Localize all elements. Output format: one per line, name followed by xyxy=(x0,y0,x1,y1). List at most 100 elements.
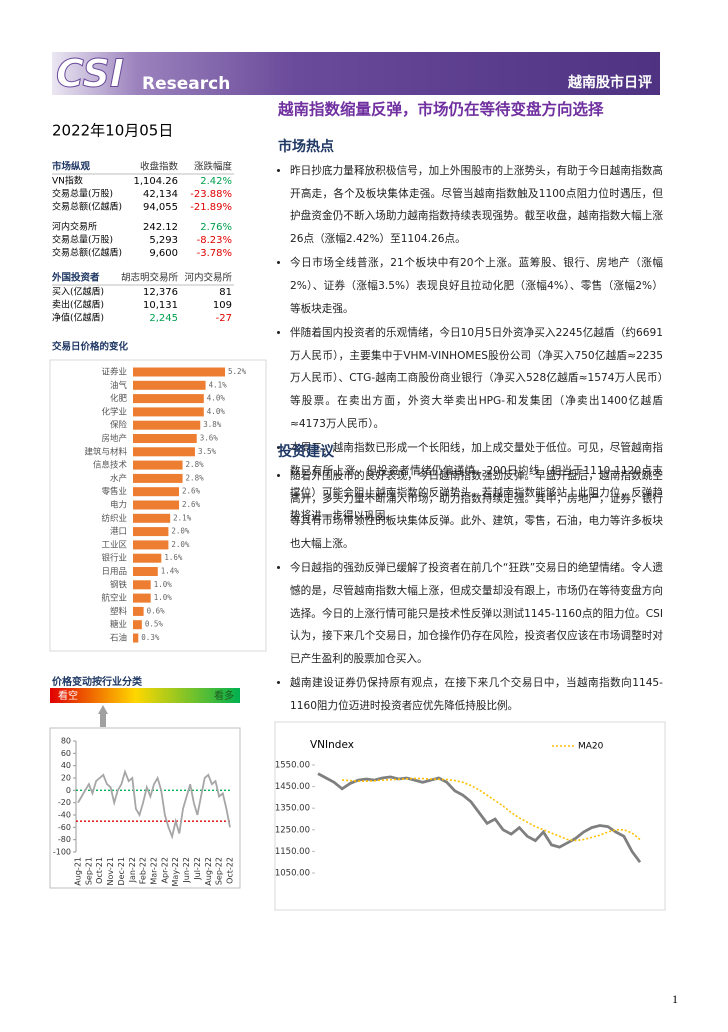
y-tick-label: 20 xyxy=(61,774,71,783)
category-label: 电力 xyxy=(110,500,127,511)
x-tick-label: Aug-21 xyxy=(74,857,83,886)
bar xyxy=(133,394,204,404)
value-label: 3.5% xyxy=(198,447,217,456)
table-cell: 12,376 xyxy=(143,287,178,298)
page-number: 1 xyxy=(672,992,678,1006)
x-tick-label: Dec-21 xyxy=(117,857,126,886)
section-heading: 市场热点 xyxy=(278,139,334,155)
table-cell: 交易总额(亿越盾) xyxy=(52,247,122,259)
x-tick-label: Nov-21 xyxy=(106,857,115,885)
report-date: 2022年10月05日 xyxy=(52,122,173,140)
value-label: 2.1% xyxy=(173,513,192,522)
category-label: 港口 xyxy=(110,526,127,537)
bar xyxy=(133,460,183,470)
category-label: 房地产 xyxy=(101,433,127,444)
table-cell: 河内交易所 xyxy=(52,221,97,233)
category-label: 航空业 xyxy=(101,593,127,604)
value-label: 0.5% xyxy=(145,620,164,629)
table-cell: -3.78% xyxy=(197,248,232,259)
y-tick-label: -80 xyxy=(58,835,71,844)
y-tick-label: 0 xyxy=(66,786,71,795)
chart-title: VNIndex xyxy=(310,739,354,751)
table-header: 河内交易所 xyxy=(184,272,232,284)
x-tick-label: Oct-22 xyxy=(226,857,235,884)
sentiment-gauge xyxy=(50,688,240,703)
x-tick-label: Jul-22 xyxy=(193,857,202,881)
table-cell: 净值(亿越盾) xyxy=(52,312,104,324)
table-header: 收盘指数 xyxy=(140,161,179,173)
report-title: 越南指数缩量反弹，市场仍在等待变盘方向选择 xyxy=(277,100,604,119)
chart-title: 交易日价格的变化 xyxy=(52,341,129,353)
x-tick-label: Aug-22 xyxy=(204,857,213,886)
category-label: 日用品 xyxy=(101,567,127,577)
hotspot-list: 昨日抄底力量释放积极信号，加上外围股市的上涨势头，有助于今日越南指数高开高走，各… xyxy=(278,160,663,528)
table-cell: 10,131 xyxy=(143,300,178,311)
y-tick-label: 1050.00 xyxy=(275,869,310,879)
y-tick-label: 40 xyxy=(61,761,71,770)
y-tick-label: 60 xyxy=(61,749,71,758)
y-tick-label: 1250.00 xyxy=(275,825,310,835)
table-cell: 109 xyxy=(213,300,232,311)
bar xyxy=(133,434,197,443)
category-label: 水产 xyxy=(110,473,127,484)
value-label: 0.3% xyxy=(141,633,160,642)
value-label: 4.1% xyxy=(209,380,228,389)
bar xyxy=(133,633,139,643)
bullet: 越南建设证券仍保持原有观点，在接下来几个交易日中，当越南指数向1145-1160… xyxy=(290,672,663,717)
category-label: 信息技术 xyxy=(93,460,128,471)
bullet: 随着外围股市的良好表现，今日越南指数强劲反弹。早盘开盘后，越南指数跳空高开，多头… xyxy=(290,465,663,555)
y-tick-label: -60 xyxy=(58,823,71,832)
value-label: 3.6% xyxy=(200,434,219,443)
hotspot-section: 市场热点 昨日抄底力量释放积极信号，加上外围股市的上涨势头，有助于今日越南指数高… xyxy=(278,136,663,530)
gauge-needle xyxy=(98,705,108,727)
logo: CSI xyxy=(56,52,124,96)
table-cell: -21.89% xyxy=(190,202,232,213)
line-series xyxy=(77,769,231,840)
x-tick-label: Jan-22 xyxy=(128,857,137,883)
category-label: 油气 xyxy=(110,380,128,391)
value-label: 0.6% xyxy=(147,606,166,615)
x-tick-label: Mar-22 xyxy=(150,857,159,885)
category-label: 纺织业 xyxy=(101,513,127,524)
bar xyxy=(133,473,183,483)
value-label: 1.0% xyxy=(154,593,173,602)
table-cell: 242.12 xyxy=(143,222,178,233)
table-cell: 2.76% xyxy=(200,222,232,233)
sentiment-chart-frame xyxy=(49,727,241,889)
section-name: 越南股市日评 xyxy=(567,74,652,91)
category-label: 钢铁 xyxy=(110,579,128,590)
table-cell: 2,245 xyxy=(149,313,178,324)
bull-label: 看多 xyxy=(214,689,234,702)
table-cell: 交易总额(亿越盾) xyxy=(52,201,122,213)
x-tick-label: Oct-21 xyxy=(95,857,104,884)
category-label: 糖业 xyxy=(110,619,127,630)
category-label: 零售业 xyxy=(101,486,127,497)
category-label: 塑料 xyxy=(110,606,128,617)
bar xyxy=(133,487,180,497)
bar xyxy=(133,580,151,590)
x-tick-label: Sep-21 xyxy=(84,857,93,885)
bar xyxy=(133,553,162,563)
category-label: 工业区 xyxy=(101,539,127,550)
bar xyxy=(133,367,226,377)
table-cell: -23.88% xyxy=(190,189,232,200)
y-tick-label: 80 xyxy=(61,737,71,746)
table-header: 市场纵观 xyxy=(52,161,91,173)
table-cell: -8.23% xyxy=(197,235,232,246)
value-label: 2.8% xyxy=(186,460,205,469)
value-label: 2.0% xyxy=(171,527,190,536)
table-cell: 9,600 xyxy=(149,248,178,259)
value-label: 4.0% xyxy=(207,407,226,416)
section-heading: 投资建议 xyxy=(278,444,334,460)
bullet: 昨日抄底力量释放积极信号，加上外围股市的上涨势头，有助于今日越南指数高开高走，各… xyxy=(290,160,663,250)
table-cell: 交易总量(万股) xyxy=(52,234,113,246)
value-label: 1.6% xyxy=(164,553,183,562)
vnindex-chart-frame xyxy=(274,721,666,911)
bar xyxy=(133,567,158,576)
bar xyxy=(133,420,201,430)
category-label: 保险 xyxy=(110,420,128,431)
bar xyxy=(133,500,180,510)
table-cell: 81 xyxy=(219,287,232,298)
table-cell: 1,104.26 xyxy=(133,176,178,187)
